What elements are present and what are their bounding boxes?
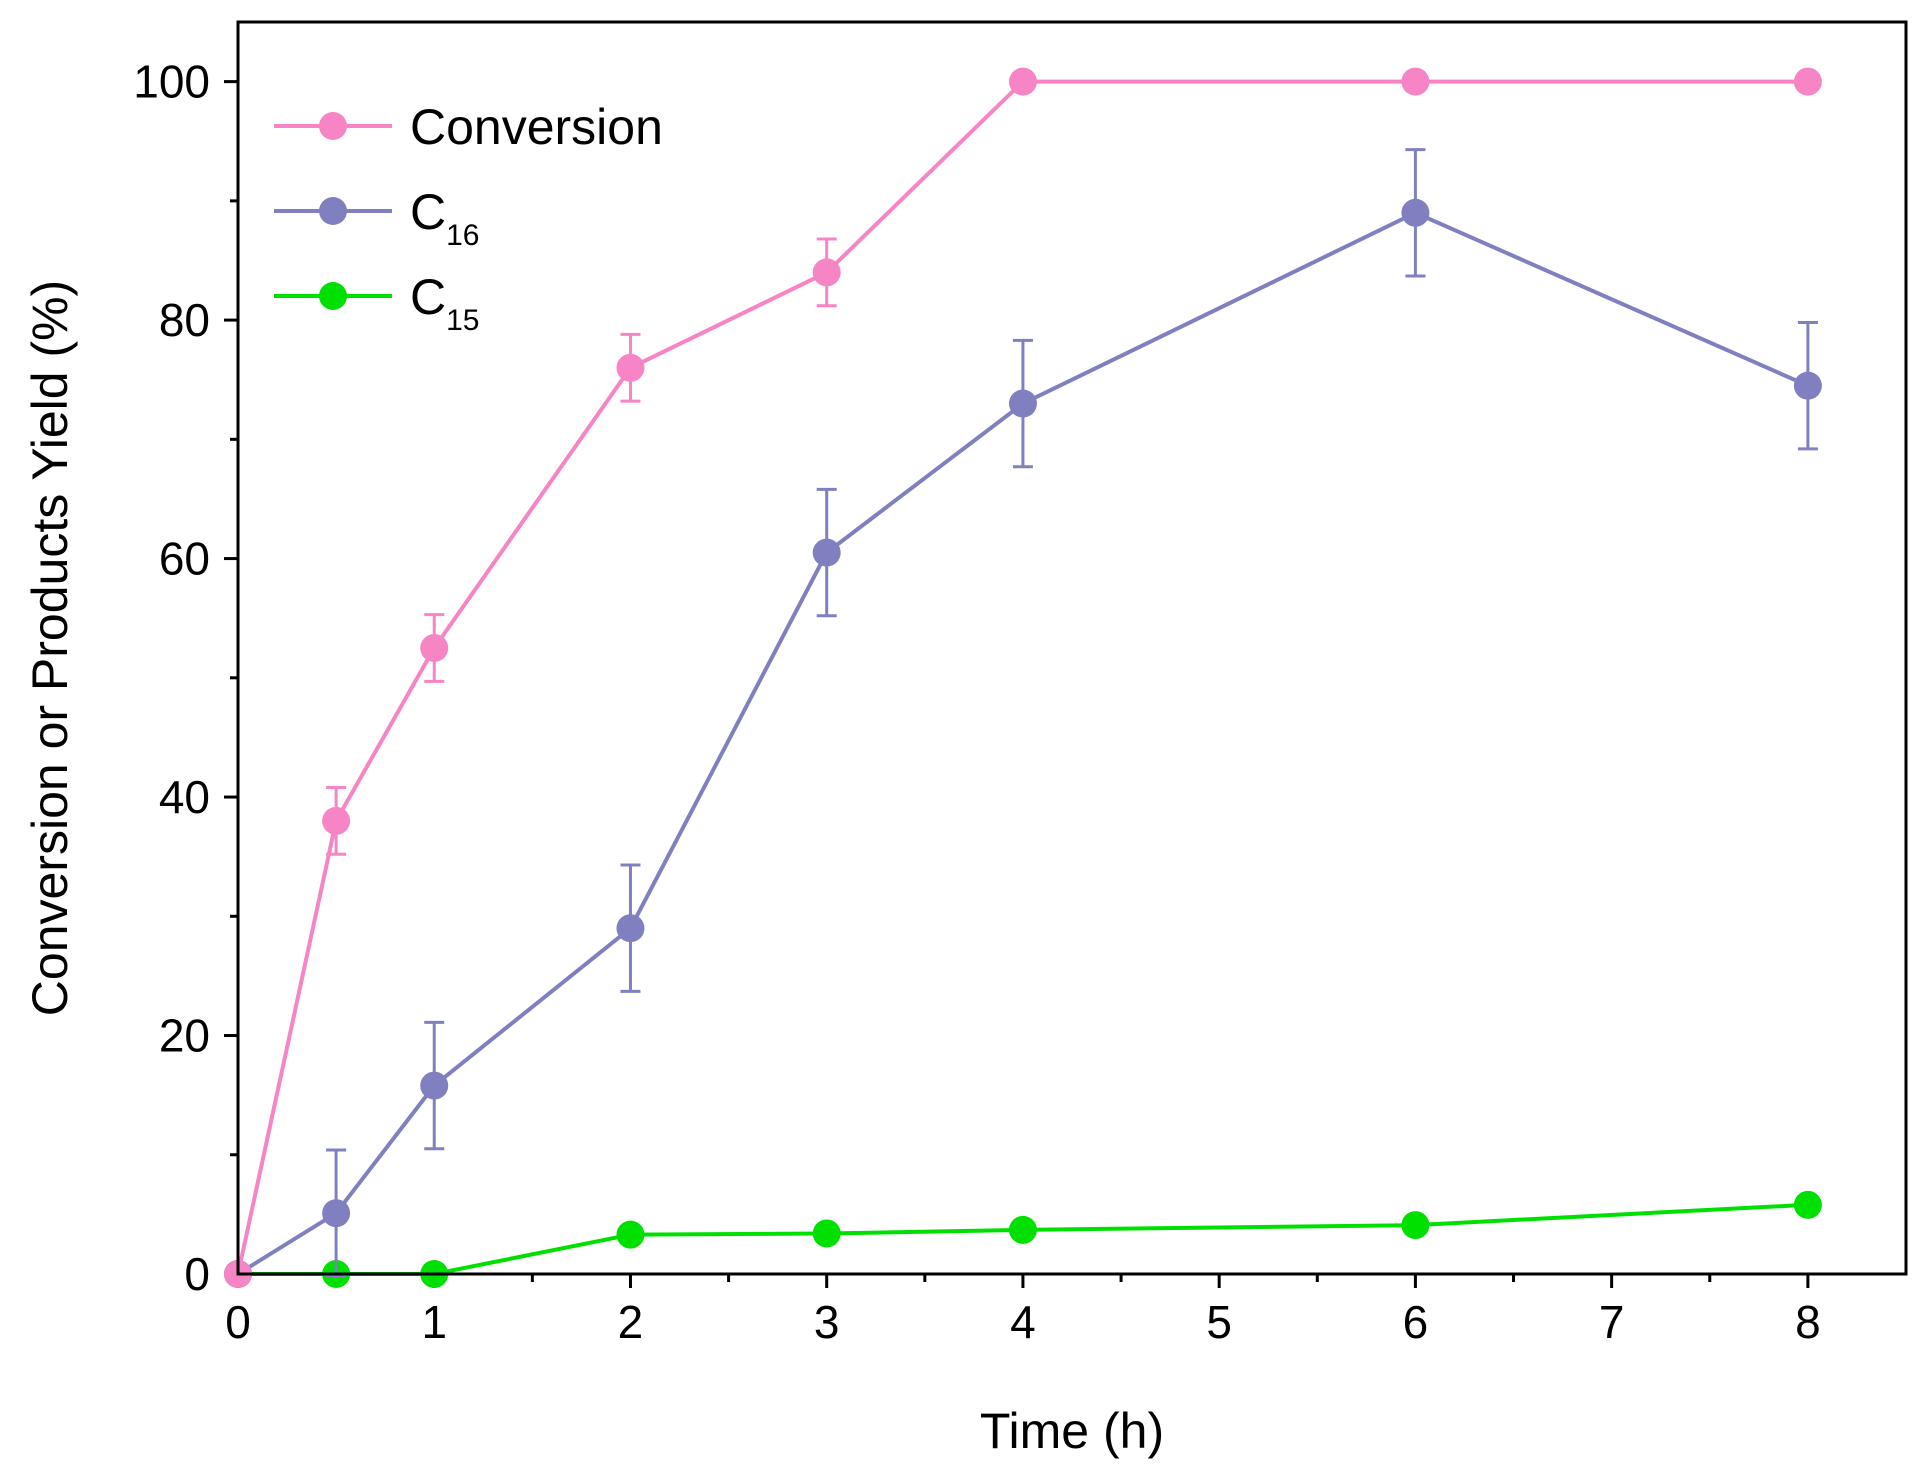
legend-label-subscript: 15 [446, 304, 479, 337]
legend-label-main: Conversion [410, 99, 663, 155]
data-point [322, 806, 351, 835]
data-point [616, 353, 645, 382]
x-tick-label: 3 [814, 1296, 840, 1348]
y-axis-title: Conversion or Products Yield (%) [22, 280, 78, 1016]
legend-label: C15 [410, 269, 479, 337]
data-point [812, 538, 841, 567]
data-point [1008, 389, 1037, 418]
legend-label-main: C [410, 269, 446, 325]
legend-label-subscript: 16 [446, 219, 479, 252]
series-layer [224, 67, 1822, 1288]
data-point [420, 634, 449, 662]
x-tick-label: 8 [1795, 1296, 1821, 1348]
data-point [1793, 1190, 1822, 1219]
legend-item-conversion: Conversion [274, 99, 663, 155]
data-point [616, 1220, 645, 1249]
x-tick-label: 7 [1599, 1296, 1625, 1348]
data-point [812, 258, 841, 287]
data-point [322, 1199, 351, 1228]
series-line [236, 79, 1808, 1275]
data-point [1793, 67, 1822, 96]
legend-marker [319, 112, 347, 140]
data-point [420, 1071, 449, 1100]
y-tick-label: 20 [159, 1010, 210, 1062]
data-point [616, 914, 645, 943]
data-point [1008, 1215, 1037, 1244]
x-tick-label: 1 [421, 1296, 447, 1348]
y-tick-label: 100 [133, 56, 210, 108]
x-tick-label: 5 [1206, 1296, 1232, 1348]
legend-label-main: C [410, 184, 446, 240]
y-tick-label: 60 [159, 533, 210, 585]
series-conversion [224, 67, 1822, 1288]
x-tick-label: 6 [1403, 1296, 1429, 1348]
data-point [1401, 67, 1430, 96]
data-point [1008, 67, 1037, 96]
legend-label: C16 [410, 184, 479, 252]
data-point [1793, 371, 1822, 400]
data-point [812, 1219, 841, 1248]
legend-marker [319, 197, 347, 225]
x-tick-label: 2 [618, 1296, 644, 1348]
x-tick-label: 4 [1010, 1296, 1036, 1348]
y-tick-label: 40 [159, 771, 210, 823]
legend-item-c16: C16 [274, 184, 479, 252]
legend-item-c15: C15 [274, 269, 479, 337]
x-axis-title: Time (h) [980, 1403, 1164, 1459]
plot-frame [236, 20, 1908, 1276]
y-tick-label: 0 [184, 1248, 210, 1300]
legend-marker [319, 282, 347, 310]
series-line [236, 210, 1809, 1276]
x-tick-label: 0 [225, 1296, 251, 1348]
legend-label: Conversion [410, 99, 663, 155]
data-point [1401, 1211, 1430, 1240]
y-tick-label: 80 [159, 294, 210, 346]
data-point [1401, 198, 1430, 227]
